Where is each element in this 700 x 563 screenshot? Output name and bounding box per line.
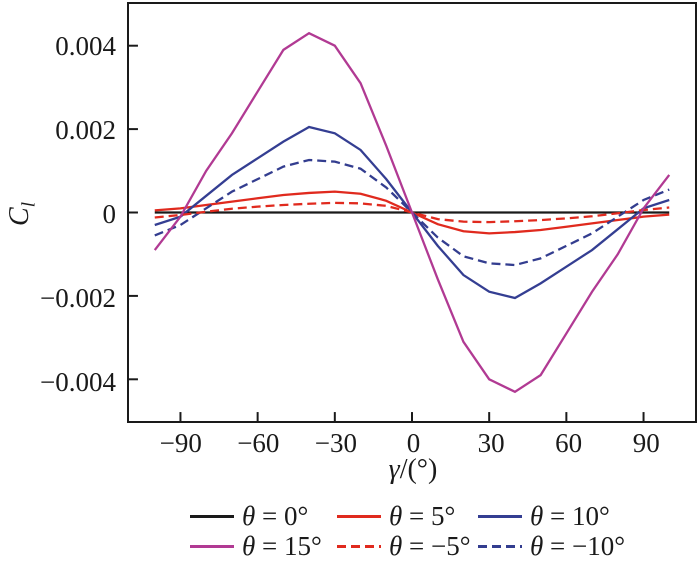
legend-swatch	[337, 514, 381, 518]
y-axis-subscript: l	[18, 202, 40, 208]
y-tick-label: 0.004	[55, 31, 116, 61]
x-tick-label: 60	[555, 428, 583, 458]
x-tick-label: 0	[406, 428, 421, 458]
legend-swatch	[478, 544, 522, 548]
x-tick-label: −30	[314, 428, 358, 458]
y-tick-label: −0.004	[40, 367, 116, 397]
x-tick-label: −90	[159, 428, 202, 458]
legend: θ = 0° θ = 5° θ = 10° θ = 15° θ = −5° θ …	[190, 501, 630, 561]
curve-theta-15	[153, 31, 671, 394]
legend-label: θ = −10°	[530, 531, 626, 561]
legend-swatch	[478, 514, 522, 518]
legend-item-theta-15: θ = 15°	[190, 531, 337, 561]
legend-swatch	[190, 514, 234, 518]
plot-svg	[129, 31, 671, 421]
curves	[153, 31, 671, 394]
legend-item-theta-minus5: θ = −5°	[337, 531, 478, 561]
x-tick-label: −60	[237, 428, 280, 458]
y-tick-label: 0.002	[55, 115, 116, 145]
y-axis-title: Cl	[4, 152, 40, 276]
x-tick-label: 90	[632, 428, 660, 458]
legend-label: θ = 10°	[530, 501, 610, 531]
x-tick-label: 30	[477, 428, 505, 458]
legend-label: θ = 5°	[389, 501, 456, 531]
y-tick-label: −0.002	[40, 283, 116, 313]
tick-marks	[129, 44, 645, 421]
legend-swatch	[337, 544, 381, 548]
legend-swatch	[190, 544, 234, 548]
legend-item-theta-minus10: θ = −10°	[478, 531, 630, 561]
legend-label: θ = 15°	[242, 531, 322, 561]
x-axis-units: /(°)	[399, 454, 438, 485]
legend-item-theta-5: θ = 5°	[337, 501, 478, 531]
plot-frame	[127, 2, 697, 423]
legend-item-theta-10: θ = 10°	[478, 501, 630, 531]
legend-label: θ = −5°	[389, 531, 471, 561]
legend-item-theta-0: θ = 0°	[190, 501, 337, 531]
legend-label: θ = 0°	[242, 501, 309, 531]
y-tick-label: 0	[102, 199, 117, 229]
x-axis-title: γ/(°)	[318, 454, 508, 486]
y-axis-symbol: C	[4, 207, 35, 226]
x-axis-symbol: γ	[388, 454, 400, 485]
